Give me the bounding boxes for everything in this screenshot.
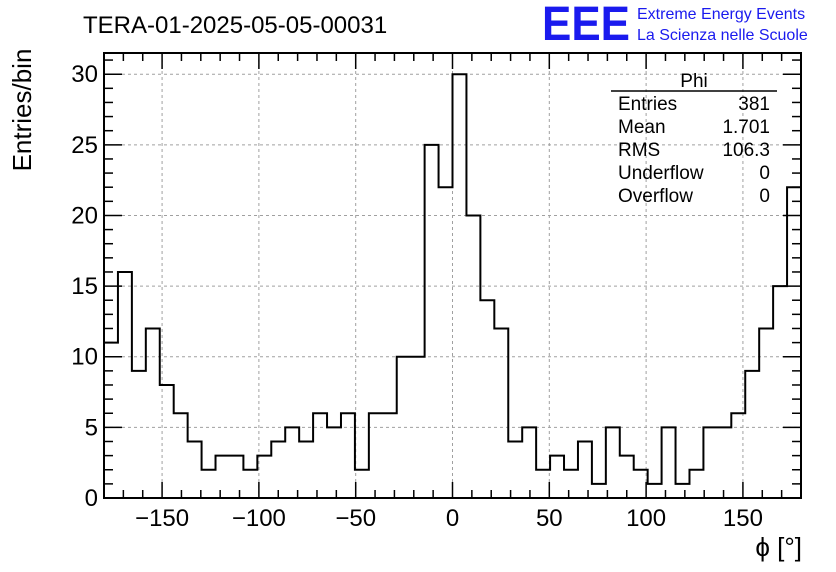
- eee-logo-mark: EEE: [542, 0, 630, 51]
- x-tick-label: −150: [135, 505, 189, 532]
- x-tick-label: 50: [536, 505, 563, 532]
- stats-row-label: Underflow: [618, 163, 704, 184]
- eee-logo-line2: La Scienza nelle Scuole: [637, 27, 808, 44]
- stats-row-label: Entries: [618, 94, 677, 115]
- stats-row-label: Overflow: [618, 186, 693, 207]
- y-tick-label: 0: [85, 485, 98, 512]
- y-tick-labels: 0 5 10 15 20 25 30: [71, 61, 98, 512]
- histogram-series: [103, 73, 802, 498]
- y-tick-label: 30: [71, 61, 98, 88]
- stats-row-value: 1.701: [722, 117, 770, 138]
- y-tick-label: 15: [71, 273, 98, 300]
- stats-box-title: Phi: [680, 71, 707, 92]
- x-tick-label: 150: [723, 505, 763, 532]
- stats-row-value: 381: [738, 94, 770, 115]
- x-axis-label: ϕ [°]: [755, 532, 802, 562]
- x-tick-label: 100: [626, 505, 666, 532]
- chart-title: TERA-01-2025-05-05-00031: [83, 12, 387, 39]
- x-tick-label: 0: [446, 505, 459, 532]
- eee-logo-line1: Extreme Energy Events: [637, 6, 805, 23]
- y-tick-label: 25: [71, 132, 98, 159]
- x-tick-label: −100: [232, 505, 286, 532]
- y-tick-label: 10: [71, 344, 98, 371]
- stats-box: Phi Entries 381 Mean 1.701 RMS 106.3 Underflow…: [611, 71, 777, 207]
- stats-row-label: Mean: [618, 117, 666, 138]
- axis-ticks: [104, 53, 801, 498]
- stats-row-value: 0: [759, 186, 770, 207]
- y-tick-label: 5: [85, 414, 98, 441]
- eee-logo: EEE Extreme Energy Events La Scienza nel…: [542, 0, 808, 51]
- x-tick-label: −50: [335, 505, 376, 532]
- y-axis-label: Entries/bin: [7, 49, 37, 172]
- y-tick-label: 20: [71, 202, 98, 229]
- x-tick-labels: −150 −100 −50 0 50 100 150: [135, 505, 763, 532]
- stats-row-label: RMS: [618, 140, 660, 161]
- stats-row-value: 0: [759, 163, 770, 184]
- stats-row-value: 106.3: [722, 140, 770, 161]
